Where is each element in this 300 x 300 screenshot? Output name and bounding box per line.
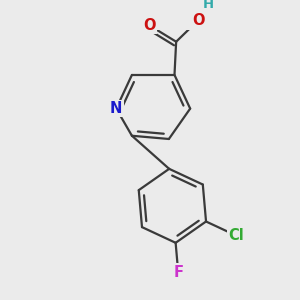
Text: F: F <box>173 265 183 280</box>
Text: O: O <box>144 18 156 33</box>
Text: O: O <box>192 13 204 28</box>
Text: H: H <box>203 0 214 11</box>
Text: Cl: Cl <box>228 228 244 243</box>
Text: N: N <box>110 101 122 116</box>
